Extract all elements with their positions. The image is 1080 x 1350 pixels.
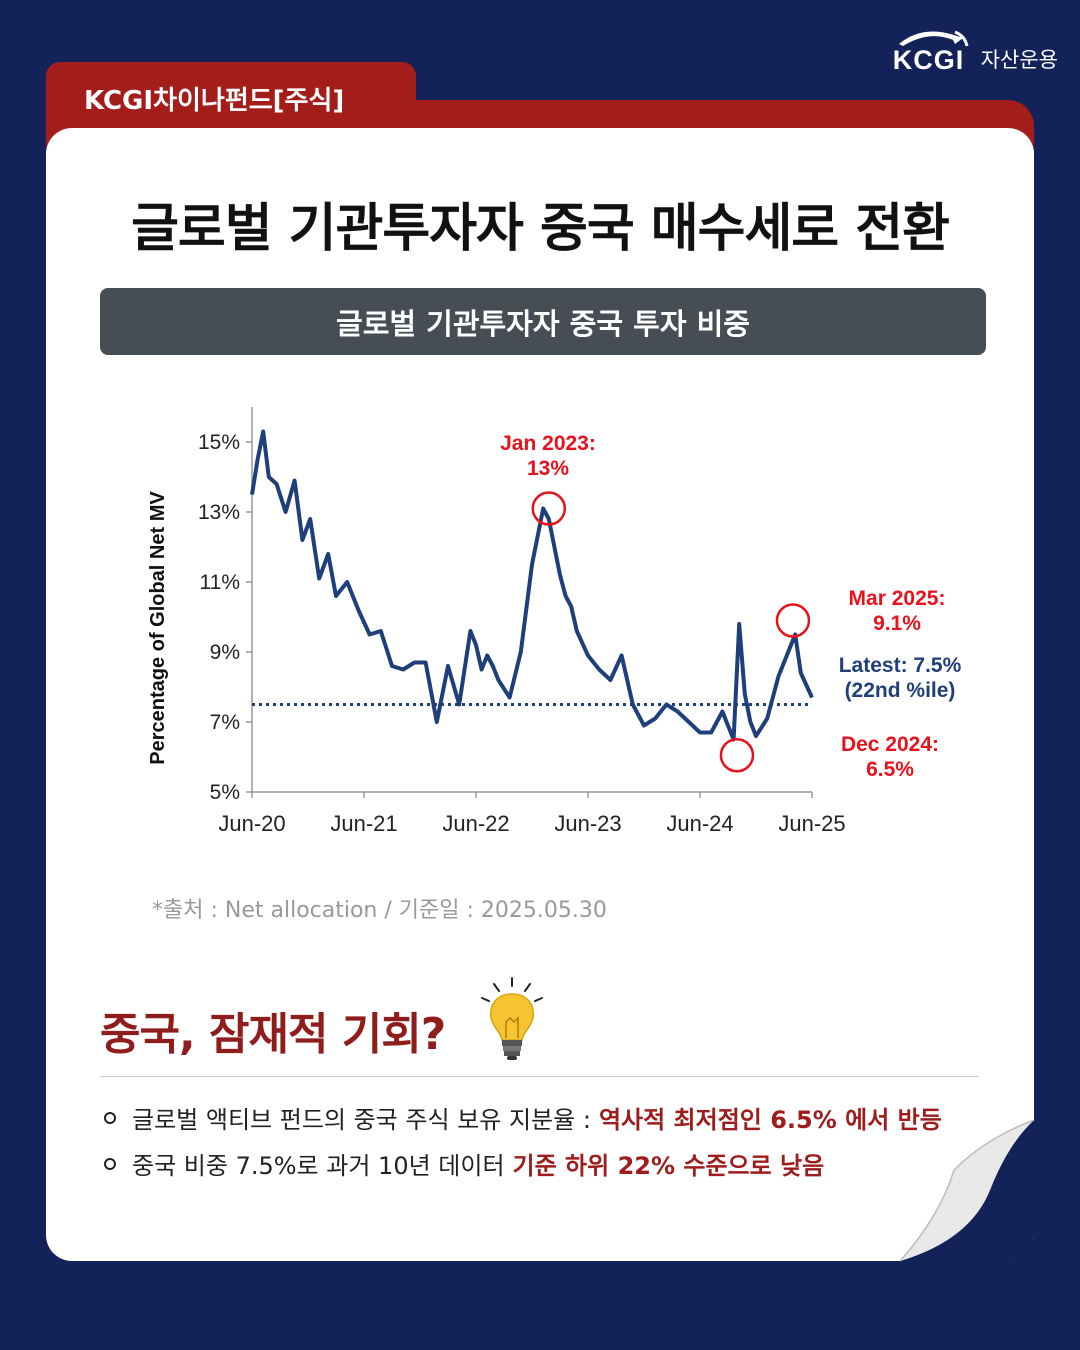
bullet-item: 중국 비중 7.5%로 과거 10년 데이터 기준 하위 22% 수준으로 낮음 <box>104 1146 824 1181</box>
source-note: *출처 : Net allocation / 기준일 : 2025.05.30 <box>152 898 607 923</box>
x-tick-label: Jun-21 <box>330 811 397 836</box>
y-tick-label: 11% <box>200 571 240 594</box>
annotation-label: 6.5% <box>866 758 914 781</box>
annotation-label: Mar 2025: <box>849 587 946 610</box>
annotation-layer: Jan 2023:13% Mar 2025:9.1% Dec 2024:6.5% La… <box>500 432 961 781</box>
bullet-icon <box>104 1111 116 1124</box>
logo-subtitle: 자산운용 <box>980 48 1058 72</box>
y-tick-label: 13% <box>198 501 240 524</box>
x-tick-label: Jun-24 <box>666 811 733 836</box>
series-layer <box>250 429 814 742</box>
annotation-label: Jan 2023: <box>500 432 596 455</box>
annotation-label: 9.1% <box>873 612 921 635</box>
annotation-label: Latest: 7.5% <box>839 654 962 677</box>
bullet-text: 글로벌 액티브 펀드의 중국 주식 보유 지분율 : <box>132 1106 591 1134</box>
annotation-label: (22nd %ile) <box>845 679 956 702</box>
bullet-highlight: 기준 하위 22% 수준으로 낮음 <box>512 1152 825 1180</box>
page-curl-decoration <box>900 1120 1035 1262</box>
x-tick-label: Jun-23 <box>554 811 621 836</box>
category-tab-label: KCGI차이나펀드[주식] <box>84 86 345 116</box>
y-axis-label: Percentage of Global Net MV <box>147 491 169 765</box>
chart-axes: 5% 7% 9% 11% 13% 15% Jun-20 Jun-21 Jun-22 Jun-23 J… <box>198 407 846 836</box>
y-tick-label: 9% <box>210 641 240 664</box>
chart-header: 글로벌 기관투자자 중국 투자 비중 <box>100 288 986 355</box>
section-title: 중국, 잠재적 기회? <box>100 1009 446 1060</box>
lightbulb-icon <box>481 977 543 1060</box>
annotation-label: Dec 2024: <box>841 733 939 756</box>
bullet-highlight: 역사적 최저점인 6.5% 에서 반등 <box>598 1106 942 1134</box>
bullet-item: 글로벌 액티브 펀드의 중국 주식 보유 지분율 : 역사적 최저점인 6.5%… <box>104 1100 942 1135</box>
highlight-circle <box>531 491 567 526</box>
logo-swoosh-icon: KCGI <box>893 26 975 76</box>
x-tick-label: Jun-20 <box>218 811 285 836</box>
line-chart: Percentage of Global Net MV 5% 7% 9% 11% 13%… <box>147 407 962 836</box>
y-tick-label: 7% <box>210 711 240 734</box>
x-tick-label: Jun-22 <box>442 811 509 836</box>
y-tick-label: 5% <box>210 781 240 804</box>
section-divider <box>100 1076 978 1077</box>
highlight-circle <box>719 738 755 773</box>
bullet-icon <box>104 1157 116 1170</box>
annotation-label: 13% <box>527 457 569 480</box>
y-tick-label: 15% <box>198 431 240 454</box>
bullet-text: 중국 비중 7.5%로 과거 10년 데이터 <box>132 1152 505 1180</box>
highlight-circle <box>775 603 811 638</box>
series-line <box>250 429 814 742</box>
chart-header-label: 글로벌 기관투자자 중국 투자 비중 <box>336 306 750 341</box>
x-tick-label: Jun-25 <box>778 811 845 836</box>
page-title: 글로벌 기관투자자 중국 매수세로 전환 <box>131 199 950 259</box>
logo-brand: KCGI <box>892 45 965 75</box>
kcgi-logo: KCGI 자산운용 <box>893 26 1058 76</box>
